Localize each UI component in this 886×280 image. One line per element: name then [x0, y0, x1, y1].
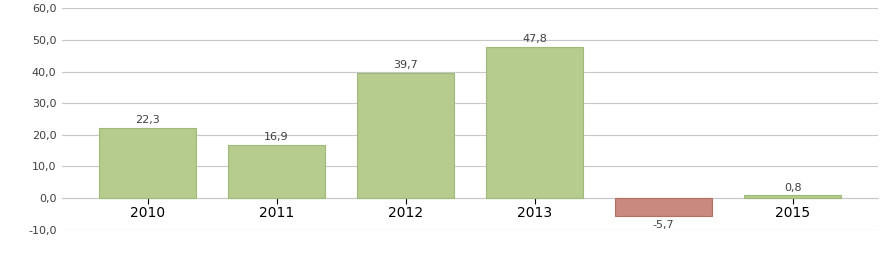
Bar [743, 195, 840, 198]
Text: 0,8: 0,8 [783, 183, 801, 193]
Bar [615, 198, 711, 216]
Text: 16,9: 16,9 [264, 132, 289, 142]
Bar [228, 144, 324, 198]
Bar [99, 127, 196, 198]
Text: 47,8: 47,8 [522, 34, 547, 45]
Text: 22,3: 22,3 [135, 115, 159, 125]
Text: 39,7: 39,7 [392, 60, 417, 70]
Bar [357, 73, 454, 198]
Text: -5,7: -5,7 [652, 220, 673, 230]
Bar [486, 47, 582, 198]
